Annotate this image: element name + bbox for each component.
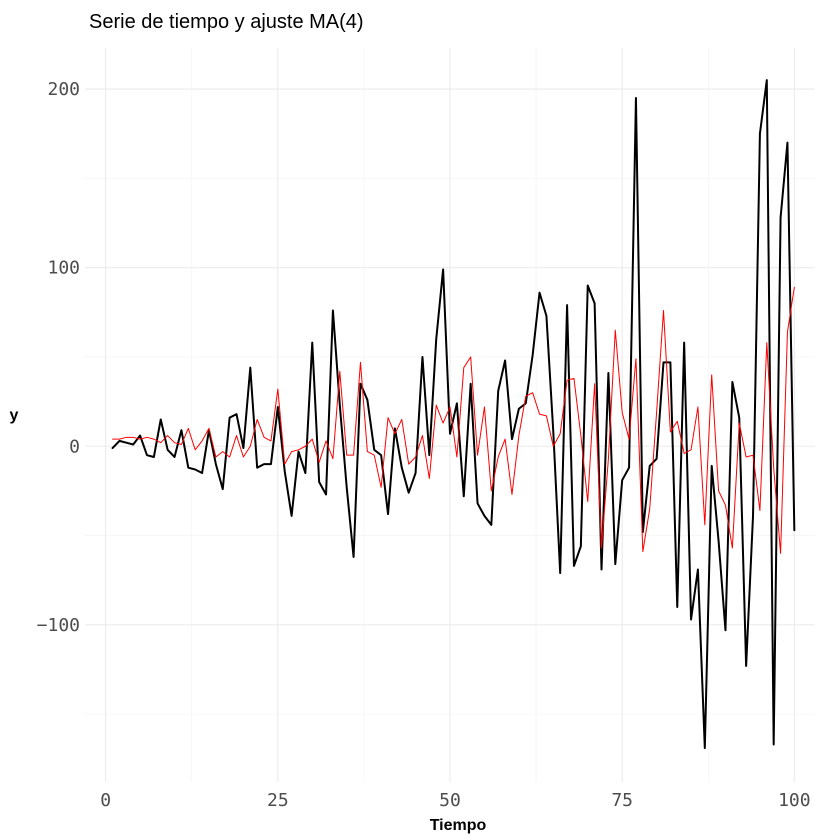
y-tick-label: −100 bbox=[37, 615, 80, 636]
series-line-2 bbox=[112, 286, 795, 554]
x-tick-label: 75 bbox=[611, 790, 633, 811]
major-gridlines bbox=[85, 48, 815, 782]
y-tick-label: 200 bbox=[47, 79, 80, 100]
series-layer bbox=[111, 79, 796, 750]
x-axis-label: Tiempo bbox=[430, 817, 487, 834]
x-tick-label: 50 bbox=[439, 790, 461, 811]
series-line-1 bbox=[111, 79, 796, 750]
x-tick-label: 100 bbox=[778, 790, 811, 811]
y-tick-label: 100 bbox=[47, 258, 80, 279]
x-tick-label: 0 bbox=[100, 790, 111, 811]
x-tick-label: 25 bbox=[267, 790, 289, 811]
x-tick-labels: 0 25 50 75 100 bbox=[100, 790, 810, 811]
y-tick-labels: −100 0 100 200 bbox=[37, 79, 80, 636]
y-tick-label: 0 bbox=[69, 436, 80, 457]
chart-title: Serie de tiempo y ajuste MA(4) bbox=[89, 11, 364, 33]
y-axis-label: y bbox=[10, 407, 19, 424]
